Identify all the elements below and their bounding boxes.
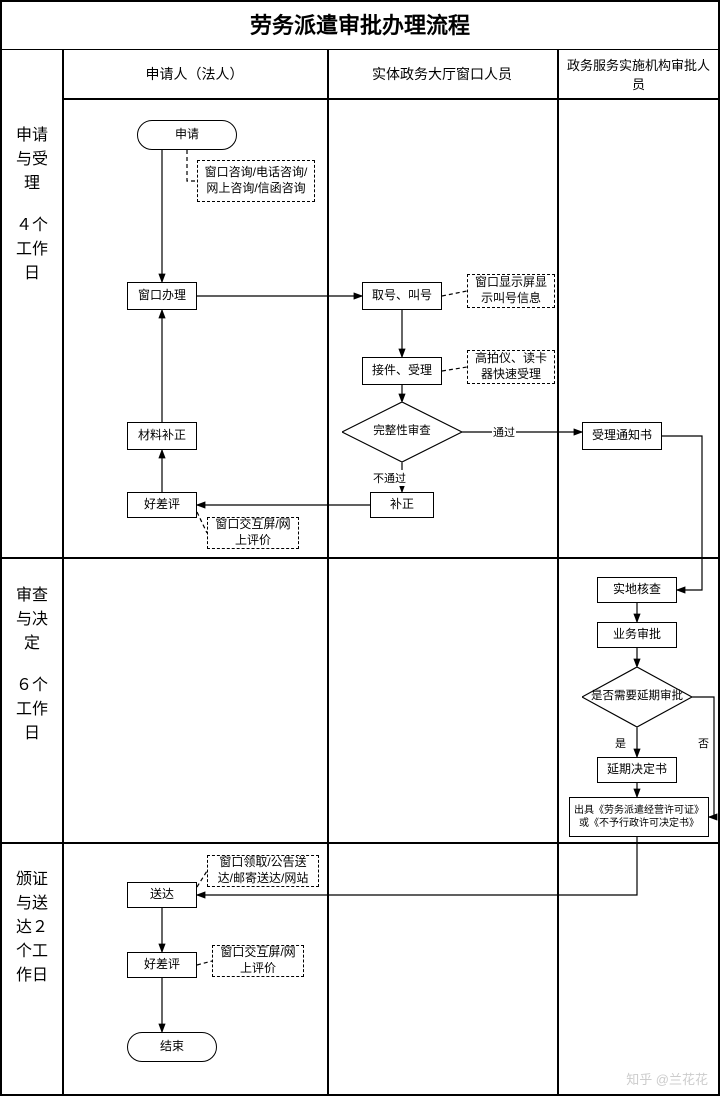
phase-label-1: 申请与受理 ４个工作日 [2,110,62,286]
phase-2b: ６个工作日 [12,674,52,746]
node-site_check: 实地核查 [597,577,677,603]
edge-label-fail: 不通过 [372,470,407,486]
phase-1b: ４个工作日 [12,214,52,286]
node-ticket: 取号、叫号 [362,282,442,310]
phase-2a: 审查与决定 [12,584,52,656]
vline-1 [62,50,64,1094]
lane-header-approver: 政务服务实施机构审批人员 [557,50,720,98]
node-receive: 接件、受理 [362,357,442,385]
node-rating2_note: 窗口交互屏/网上评价 [212,945,304,977]
node-receive_note: 高拍仪、读卡器快速受理 [467,350,555,384]
node-accept_notice: 受理通知书 [582,422,662,450]
node-extend_doc: 延期决定书 [597,757,677,783]
phase-label-3: 颁证与送达２个工作日 [2,854,62,988]
node-window: 窗口办理 [127,282,197,310]
node-correct: 补正 [370,492,434,518]
edge-label-pass: 通过 [492,424,516,440]
diagram-title: 劳务派遣审批办理流程 [2,2,718,50]
node-material_correct: 材料补正 [127,422,197,450]
node-deliver_note: 窗口领取/公告送达/邮寄送达/网站 [207,855,319,887]
node-ticket_note: 窗口显示屏显示叫号信息 [467,274,555,308]
phase-label-2: 审查与决定 ６个工作日 [2,570,62,746]
vline-2 [327,50,329,1094]
arrows-layer [2,2,720,1098]
watermark: 知乎 @兰花花 [626,1069,708,1088]
node-rating1: 好差评 [127,492,197,518]
hline-phase-2 [2,557,718,559]
hline-phase-3 [2,842,718,844]
flowchart-diagram: 劳务派遣审批办理流程 申请人（法人） 实体政务大厅窗口人员 政务服务实施机构审批… [0,0,720,1096]
node-consult: 窗口咨询/电话咨询/网上咨询/信函咨询 [197,160,315,202]
lane-header-window: 实体政务大厅窗口人员 [327,50,557,98]
vline-3 [557,50,559,1094]
node-deliver: 送达 [127,882,197,908]
node-end: 结束 [127,1032,217,1062]
lane-header-applicant: 申请人（法人） [62,50,327,98]
node-apply: 申请 [137,120,237,150]
node-biz_review: 业务审批 [597,622,677,648]
hline-header [62,98,718,100]
node-issue: 出具《劳务派遣经营许可证》或《不予行政许可决定书》 [569,797,709,837]
node-rating2: 好差评 [127,952,197,978]
node-rating1_note: 窗口交互屏/网上评价 [207,517,299,549]
edge-label-no: 否 [697,735,710,751]
phase-3a: 颁证与送达２个工作日 [12,868,52,988]
edge-label-yes: 是 [614,735,627,751]
phase-1a: 申请与受理 [12,124,52,196]
